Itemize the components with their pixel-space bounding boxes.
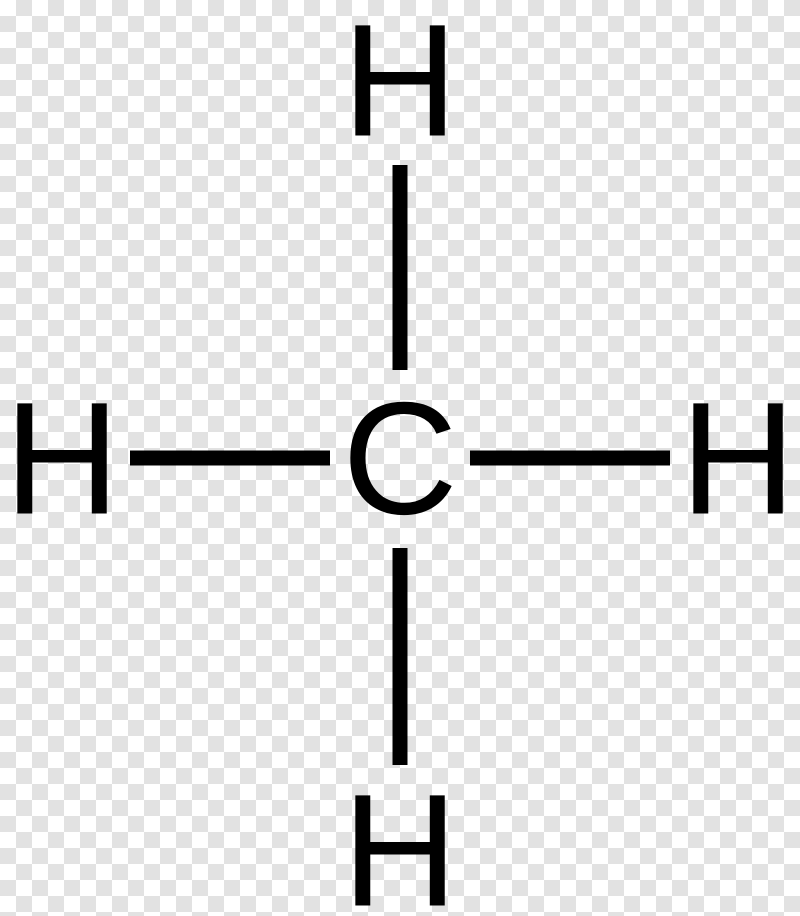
- atom-center: C: [342, 369, 458, 548]
- molecule-diagram: C H H H H: [0, 0, 800, 916]
- atom-bottom: H: [342, 761, 458, 916]
- atom-top: H: [342, 0, 458, 170]
- atoms-group: C H H H H: [4, 0, 796, 916]
- atom-right: H: [680, 369, 796, 548]
- atom-left: H: [4, 369, 120, 548]
